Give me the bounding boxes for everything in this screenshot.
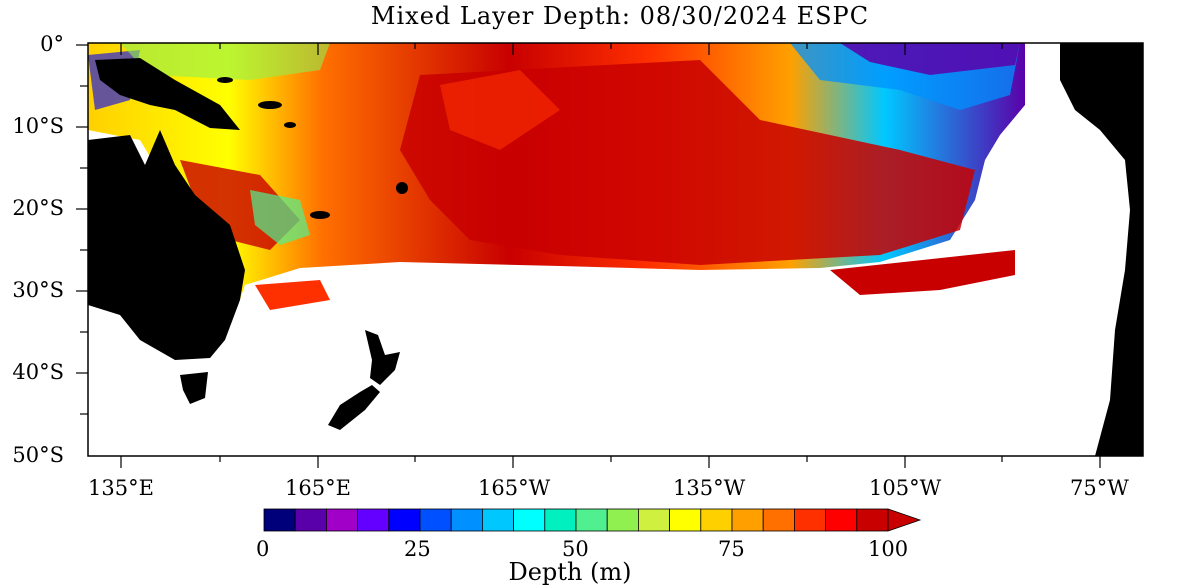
colorbar-swatch <box>513 508 546 532</box>
colorbar-swatch <box>575 508 608 532</box>
colorbar-swatch <box>263 508 296 532</box>
x-tick-label-75w: 75°W <box>1070 476 1129 500</box>
x-axis-ticks <box>120 43 1101 468</box>
colorbar-swatch <box>669 508 702 532</box>
y-tick-label-50s: 50°S <box>12 443 64 467</box>
colorbar-swatch <box>606 508 639 532</box>
colorbar-swatch <box>419 508 452 532</box>
x-tick-label-105w: 105°W <box>869 476 942 500</box>
colorbar-swatch <box>731 508 764 532</box>
colorbar-swatch <box>762 508 795 532</box>
colorbar-title: Depth (m) <box>508 558 632 586</box>
land-layer <box>88 43 1143 456</box>
south-america-landmass <box>1060 43 1143 456</box>
new-zealand-north-island <box>365 330 400 385</box>
australia-landmass <box>88 130 245 360</box>
colorbar-label-0: 0 <box>256 537 270 561</box>
colorbar-swatch <box>481 508 514 532</box>
x-tick-label-135w: 135°W <box>673 476 746 500</box>
colorbar-swatch <box>794 508 827 532</box>
colorbar-swatch <box>638 508 671 532</box>
colorbar-swatch <box>450 508 483 532</box>
x-tick-label-135e: 135°E <box>88 476 154 500</box>
new-zealand-south-island <box>328 385 380 430</box>
x-tick-label-165w: 165°W <box>478 476 551 500</box>
colorbar <box>263 508 922 532</box>
new-guinea-landmass <box>95 58 240 130</box>
colorbar-extend-arrow <box>887 508 922 532</box>
y-tick-label-0: 0° <box>40 32 64 56</box>
map-title: Mixed Layer Depth: 08/30/2024 ESPC <box>370 2 870 30</box>
colorbar-swatch <box>856 508 889 532</box>
colorbar-label-75: 75 <box>718 537 745 561</box>
tasmania-landmass <box>180 372 208 404</box>
colorbar-label-100: 100 <box>868 537 909 561</box>
colorbar-swatch <box>700 508 733 532</box>
y-tick-label-20s: 20°S <box>12 196 64 220</box>
x-tick-label-165e: 165°E <box>285 476 351 500</box>
colorbar-label-25: 25 <box>404 537 431 561</box>
colorbar-swatch <box>544 508 577 532</box>
y-axis-ticks <box>76 44 1143 415</box>
colorbar-swatch <box>388 508 421 532</box>
y-tick-label-40s: 40°S <box>12 360 64 384</box>
colorbar-swatch <box>825 508 858 532</box>
colorbar-label-50: 50 <box>562 537 589 561</box>
field-layer <box>88 43 1143 456</box>
colorbar-swatch <box>357 508 390 532</box>
y-tick-label-10s: 10°S <box>12 114 64 138</box>
colorbar-swatch <box>325 508 358 532</box>
y-tick-label-30s: 30°S <box>12 278 64 302</box>
colorbar-swatch <box>294 508 327 532</box>
